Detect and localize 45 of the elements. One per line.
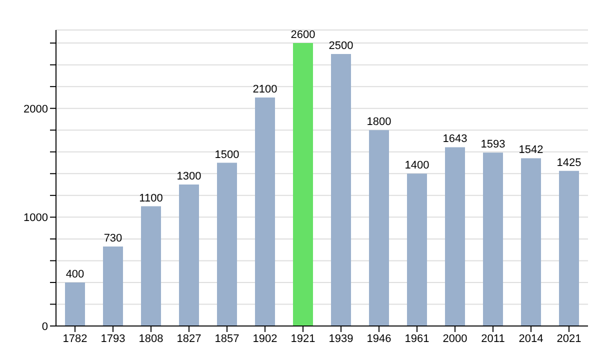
bar	[255, 97, 275, 326]
x-tick-label: 1946	[366, 332, 392, 345]
bar	[65, 282, 85, 326]
bar	[445, 147, 465, 326]
data-label: 1425	[556, 156, 582, 169]
x-tick-label: 1782	[62, 332, 88, 345]
x-tick-label: 1921	[290, 332, 316, 345]
x-tick-label: 1793	[100, 332, 126, 345]
bar	[179, 184, 199, 326]
bar	[369, 130, 389, 326]
data-label: 1643	[442, 133, 468, 146]
bar	[483, 152, 503, 326]
y-tick-label: 0	[42, 320, 48, 333]
data-label: 1100	[139, 192, 163, 204]
bar	[141, 206, 161, 326]
bar	[103, 246, 123, 326]
data-label: 1593	[480, 138, 506, 151]
data-label: 730	[104, 232, 122, 245]
x-tick-label: 1961	[404, 332, 430, 345]
y-tick-label: 1000	[24, 212, 48, 224]
data-label: 1800	[366, 116, 392, 128]
data-label: 1542	[518, 144, 544, 156]
data-label: 2100	[252, 83, 278, 96]
x-tick-label: 1939	[328, 332, 354, 345]
x-tick-label: 2021	[556, 332, 582, 345]
x-tick-label: 1808	[138, 332, 164, 345]
x-tick-label: 2000	[442, 332, 468, 345]
data-label: 2500	[328, 40, 354, 52]
x-tick-label: 1857	[214, 332, 240, 345]
bar	[217, 162, 237, 326]
bar	[331, 54, 351, 326]
bar	[559, 170, 579, 326]
x-tick-label: 2014	[518, 332, 544, 345]
bar	[293, 43, 313, 326]
x-tick-label: 1827	[176, 332, 202, 345]
y-tick-label: 2000	[24, 103, 48, 116]
bar	[407, 174, 427, 326]
data-label: 1400	[404, 160, 430, 172]
data-label: 400	[66, 268, 84, 280]
x-tick-label: 1902	[252, 332, 278, 345]
bar	[521, 158, 541, 326]
data-label: 1500	[214, 148, 240, 161]
x-tick-label: 2011	[481, 332, 505, 345]
data-label: 2600	[290, 29, 316, 42]
data-label: 1300	[176, 170, 202, 183]
